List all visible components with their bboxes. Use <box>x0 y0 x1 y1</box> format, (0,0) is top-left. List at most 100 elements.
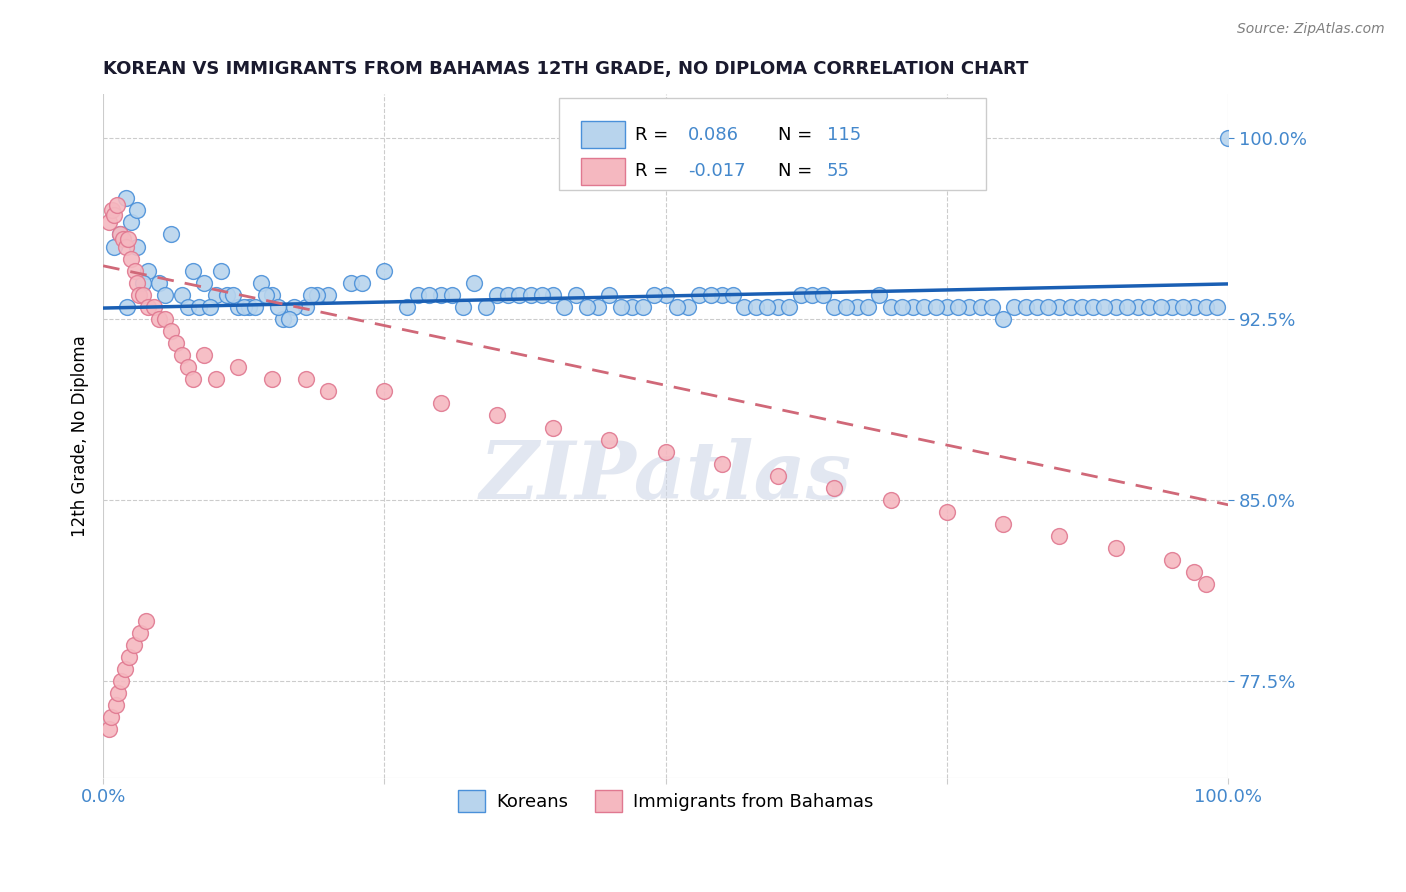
Point <box>120 252 142 266</box>
Point <box>868 287 890 301</box>
Point <box>243 300 266 314</box>
Point <box>1049 529 1071 543</box>
Point <box>204 372 226 386</box>
Text: Source: ZipAtlas.com: Source: ZipAtlas.com <box>1237 22 1385 37</box>
Point <box>97 723 120 737</box>
Point <box>135 614 157 628</box>
Point <box>936 300 959 314</box>
Point <box>1026 300 1049 314</box>
Point <box>1083 300 1105 314</box>
Point <box>395 300 418 314</box>
Point <box>148 312 170 326</box>
Point <box>789 287 811 301</box>
Point <box>283 300 305 314</box>
Point <box>125 203 148 218</box>
Point <box>541 287 564 301</box>
Point <box>1071 300 1094 314</box>
Point <box>204 287 226 301</box>
Point <box>238 300 260 314</box>
Point <box>129 625 152 640</box>
Point <box>429 287 451 301</box>
Point <box>811 287 834 301</box>
Point <box>1128 300 1150 314</box>
Point <box>101 203 124 218</box>
Point <box>609 300 631 314</box>
Point <box>215 287 238 301</box>
Point <box>305 287 328 301</box>
Point <box>294 300 316 314</box>
Point <box>131 276 153 290</box>
Point <box>948 300 970 314</box>
Point <box>316 287 339 301</box>
Point <box>766 300 789 314</box>
Point <box>519 287 541 301</box>
Point <box>959 300 981 314</box>
Point <box>1094 300 1116 314</box>
Point <box>1038 300 1060 314</box>
Point <box>993 517 1015 532</box>
Text: 0.086: 0.086 <box>688 126 740 144</box>
Point <box>1161 553 1184 567</box>
Point <box>654 444 676 458</box>
Point <box>128 287 150 301</box>
Point <box>198 300 221 314</box>
Point <box>176 360 198 375</box>
Point <box>100 710 122 724</box>
Point <box>643 287 665 301</box>
Point <box>122 638 145 652</box>
Point <box>103 239 125 253</box>
Point <box>107 686 129 700</box>
Point <box>260 287 283 301</box>
Point <box>159 324 181 338</box>
Point <box>108 227 131 242</box>
Point <box>271 312 294 326</box>
Point <box>131 287 153 301</box>
Point <box>879 492 901 507</box>
Point <box>620 300 643 314</box>
Point <box>112 232 135 246</box>
Point <box>890 300 912 314</box>
Point <box>114 191 136 205</box>
Point <box>1195 577 1218 591</box>
Point <box>103 208 125 222</box>
Point <box>1173 300 1195 314</box>
Point <box>125 276 148 290</box>
Point <box>710 457 733 471</box>
Point <box>564 287 586 301</box>
Point <box>176 300 198 314</box>
Point <box>1004 300 1026 314</box>
Point <box>993 312 1015 326</box>
Point <box>1184 566 1206 580</box>
Point <box>485 287 508 301</box>
Point <box>170 348 193 362</box>
Point <box>834 300 856 314</box>
Point <box>530 287 553 301</box>
Text: R =: R = <box>636 126 668 144</box>
Point <box>463 276 485 290</box>
Point <box>485 409 508 423</box>
Point <box>104 698 127 713</box>
Point <box>1015 300 1038 314</box>
Y-axis label: 12th Grade, No Diploma: 12th Grade, No Diploma <box>72 335 89 537</box>
Point <box>496 287 519 301</box>
Text: 55: 55 <box>827 162 849 180</box>
Point <box>339 276 361 290</box>
Point <box>114 662 136 676</box>
Point <box>1206 300 1229 314</box>
Point <box>110 673 132 688</box>
Text: ZIPatlas: ZIPatlas <box>479 438 852 516</box>
Point <box>108 227 131 242</box>
Point <box>744 300 766 314</box>
Point <box>1139 300 1161 314</box>
Text: -0.017: -0.017 <box>688 162 745 180</box>
Point <box>925 300 948 314</box>
Point <box>970 300 993 314</box>
Point <box>553 300 575 314</box>
Point <box>142 300 165 314</box>
Point <box>124 263 146 277</box>
Point <box>373 263 395 277</box>
Point <box>148 276 170 290</box>
Point <box>373 384 395 399</box>
Point <box>1060 300 1083 314</box>
Text: N =: N = <box>778 162 813 180</box>
